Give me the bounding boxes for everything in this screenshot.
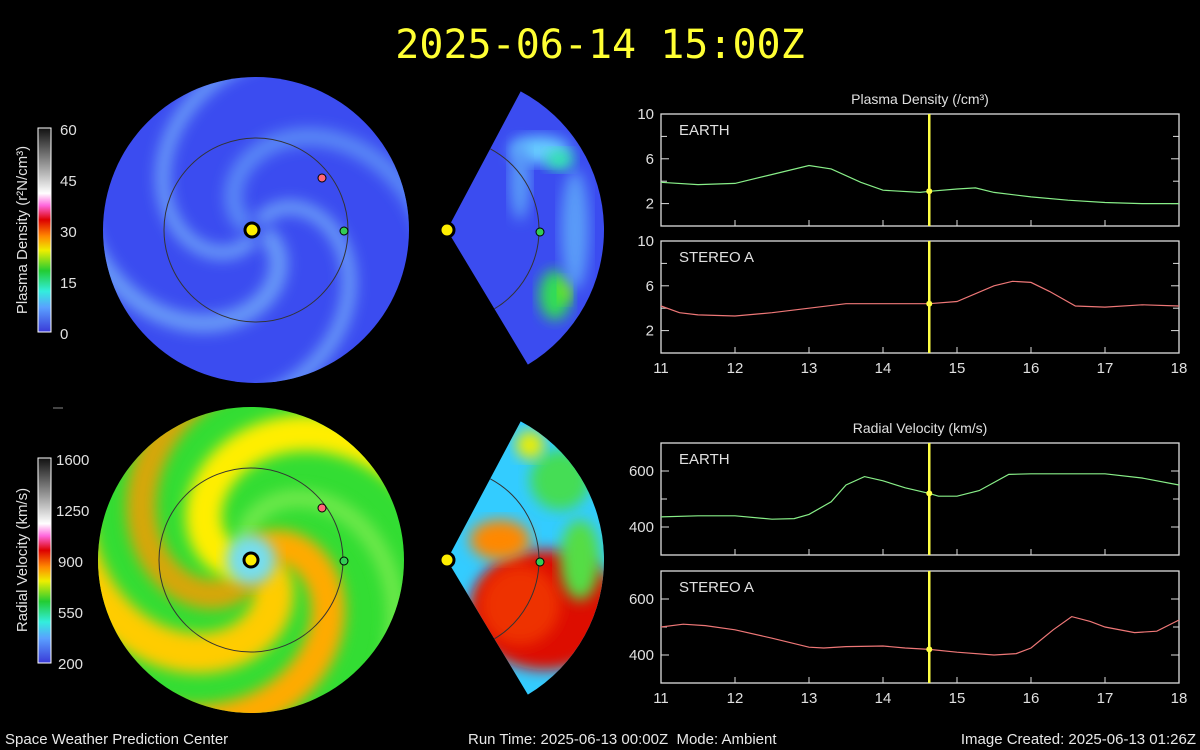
panel-group-title: Radial Velocity (km/s) xyxy=(853,420,988,436)
y-tick-label: 600 xyxy=(629,591,654,608)
velocity-colorbar-label: Radial Velocity (km/s) xyxy=(14,488,31,632)
earth-series-line xyxy=(660,164,1179,205)
sun-icon xyxy=(242,551,260,569)
density-meridional-map xyxy=(438,91,605,365)
sun-icon xyxy=(243,221,261,239)
plot-frame xyxy=(660,113,1180,227)
stereo-a-marker xyxy=(317,173,327,183)
current-value-point xyxy=(926,490,933,497)
panel-group-title: Plasma Density (/cm³) xyxy=(851,91,989,107)
velocity-colorbar-tick: 900 xyxy=(58,554,83,571)
velocity-colorbar: Radial Velocity (km/s) 1600 1250 900 550… xyxy=(14,452,89,673)
x-tick-label: 11 xyxy=(653,360,669,377)
x-tick-label: 11 xyxy=(653,690,669,707)
page-title: 2025-06-14 15:00Z xyxy=(395,22,804,68)
velocity-colorbar-tick: 550 xyxy=(58,605,83,622)
x-tick-label: 18 xyxy=(1171,360,1188,377)
velocity-meridional-map xyxy=(438,421,605,695)
plot-frame xyxy=(660,442,1180,556)
y-tick-label: 400 xyxy=(629,519,654,536)
density-colorbar-gradient xyxy=(37,127,52,333)
x-tick-label: 15 xyxy=(949,690,966,707)
timeseries-panel-0: Plasma Density (/cm³) EARTH 2 6 10 xyxy=(637,91,1180,227)
velocity-colorbar-gradient xyxy=(37,457,52,664)
x-tick-label: 16 xyxy=(1023,690,1040,707)
velocity-ecliptic-map xyxy=(98,407,404,713)
earth-marker xyxy=(535,227,545,237)
velocity-colorbar-tick: 200 xyxy=(58,656,83,673)
timeseries-panel-2: Radial Velocity (km/s) EARTH 400 600 xyxy=(629,420,1180,556)
x-tick-label: 14 xyxy=(875,360,892,377)
x-tick-label: 13 xyxy=(801,690,818,707)
earth-marker xyxy=(535,557,545,567)
stereo-a-series-line xyxy=(660,615,1180,656)
x-tick-label: 12 xyxy=(727,360,744,377)
stereo-a-series-line xyxy=(660,280,1180,317)
y-tick-label: 6 xyxy=(646,278,654,295)
footer-organization: Space Weather Prediction Center xyxy=(5,731,228,748)
density-colorbar-tick: 15 xyxy=(60,275,77,292)
current-value-point xyxy=(926,300,933,307)
velocity-colorbar-tick: 1250 xyxy=(56,503,89,520)
plot-frame xyxy=(660,240,1180,354)
y-tick-label: 6 xyxy=(646,151,654,168)
x-tick-label: 17 xyxy=(1097,360,1114,377)
density-ecliptic-map xyxy=(103,77,409,383)
y-tick-label: 10 xyxy=(637,106,654,123)
sun-icon xyxy=(438,551,456,569)
x-tick-label: 13 xyxy=(801,360,818,377)
earth-marker xyxy=(339,226,349,236)
current-value-point xyxy=(926,646,933,653)
x-tick-label: 14 xyxy=(875,690,892,707)
earth-marker xyxy=(339,556,349,566)
panel-label: STEREO A xyxy=(679,579,754,596)
density-colorbar-tick: 45 xyxy=(60,173,77,190)
panel-label: STEREO A xyxy=(679,249,754,266)
panel-label: EARTH xyxy=(679,122,730,139)
y-tick-label: 10 xyxy=(637,233,654,250)
density-colorbar-tick: 0 xyxy=(60,326,68,343)
velocity-colorbar-tick: 1600 xyxy=(56,452,89,469)
density-colorbar-tick: 60 xyxy=(60,122,77,139)
footer-image-created: Image Created: 2025-06-13 01:26Z xyxy=(961,731,1196,748)
density-colorbar-label: Plasma Density (r²N/cm³) xyxy=(14,146,31,314)
x-tick-label: 16 xyxy=(1023,360,1040,377)
panel-label: EARTH xyxy=(679,451,730,468)
x-tick-label: 18 xyxy=(1171,690,1188,707)
y-tick-label: 2 xyxy=(646,323,654,340)
density-colorbar-tick: 30 xyxy=(60,224,77,241)
footer-run-time: Run Time: 2025-06-13 00:00Z Mode: Ambien… xyxy=(468,731,777,748)
y-tick-label: 2 xyxy=(646,196,654,213)
earth-series-line xyxy=(660,473,1180,520)
x-tick-label: 12 xyxy=(727,690,744,707)
timeseries-panel-1: STEREO A 2 6 10 11 12 13 14 15 16 17 18 xyxy=(637,233,1187,377)
current-value-point xyxy=(926,188,933,195)
x-tick-label: 17 xyxy=(1097,690,1114,707)
stereo-a-marker xyxy=(317,503,327,513)
density-colorbar: Plasma Density (r²N/cm³) 60 45 30 15 0 xyxy=(14,122,77,343)
sun-icon xyxy=(438,221,456,239)
x-tick-label: 15 xyxy=(949,360,966,377)
timeseries-panel-3: STEREO A 400 600 11 12 13 14 15 16 17 18 xyxy=(629,570,1188,707)
y-tick-label: 400 xyxy=(629,647,654,664)
y-tick-label: 600 xyxy=(629,463,654,480)
